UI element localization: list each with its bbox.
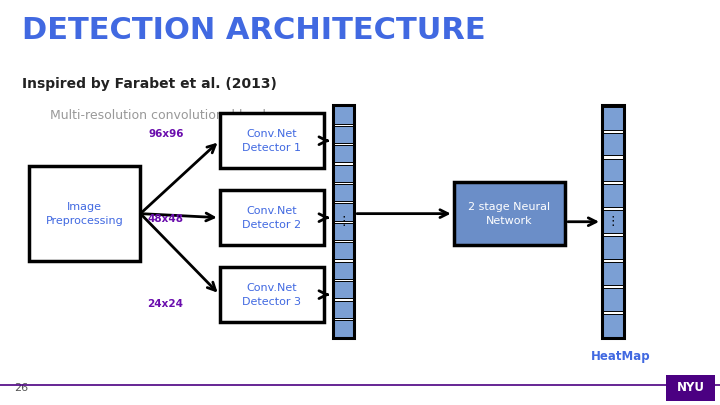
Bar <box>666 375 715 401</box>
Bar <box>602 105 624 338</box>
Text: Image
Preprocessing: Image Preprocessing <box>46 202 123 226</box>
Bar <box>333 320 354 337</box>
Text: 24x24: 24x24 <box>148 299 184 309</box>
Bar <box>333 105 354 338</box>
Bar <box>602 236 624 259</box>
Bar <box>333 223 354 240</box>
Text: ⋮: ⋮ <box>337 215 350 228</box>
Bar <box>602 288 624 311</box>
Bar <box>602 314 624 337</box>
FancyBboxPatch shape <box>29 166 140 261</box>
Text: Inspired by Farabet et al. (2013): Inspired by Farabet et al. (2013) <box>22 77 276 91</box>
Text: NYU: NYU <box>677 382 704 394</box>
Bar <box>333 126 354 143</box>
Bar <box>333 107 354 124</box>
Bar <box>333 203 354 221</box>
Bar <box>333 145 354 162</box>
Bar <box>333 165 354 182</box>
Bar <box>602 133 624 156</box>
FancyBboxPatch shape <box>220 113 324 168</box>
Bar <box>602 210 624 233</box>
Bar <box>602 185 624 207</box>
FancyBboxPatch shape <box>220 190 324 245</box>
Text: DETECTION ARCHITECTURE: DETECTION ARCHITECTURE <box>22 16 485 45</box>
Text: ⋮: ⋮ <box>606 215 619 228</box>
Bar <box>333 281 354 298</box>
Text: HeatMap: HeatMap <box>591 350 650 363</box>
Text: Multi-resolution convolutional banks: Multi-resolution convolutional banks <box>50 109 276 122</box>
Text: Conv.Net
Detector 3: Conv.Net Detector 3 <box>243 283 301 307</box>
Text: 2 stage Neural
Network: 2 stage Neural Network <box>468 202 551 226</box>
Text: 26: 26 <box>14 383 29 393</box>
Text: Conv.Net
Detector 1: Conv.Net Detector 1 <box>243 129 301 153</box>
FancyBboxPatch shape <box>454 182 565 245</box>
Text: 48x48: 48x48 <box>148 214 184 224</box>
Bar <box>602 107 624 130</box>
Bar <box>333 262 354 279</box>
Bar <box>333 184 354 201</box>
Bar <box>333 242 354 259</box>
Bar <box>333 301 354 318</box>
Text: 96x96: 96x96 <box>148 129 184 139</box>
Text: Conv.Net
Detector 2: Conv.Net Detector 2 <box>242 206 302 230</box>
Bar <box>602 262 624 285</box>
FancyBboxPatch shape <box>220 267 324 322</box>
Bar <box>602 159 624 181</box>
